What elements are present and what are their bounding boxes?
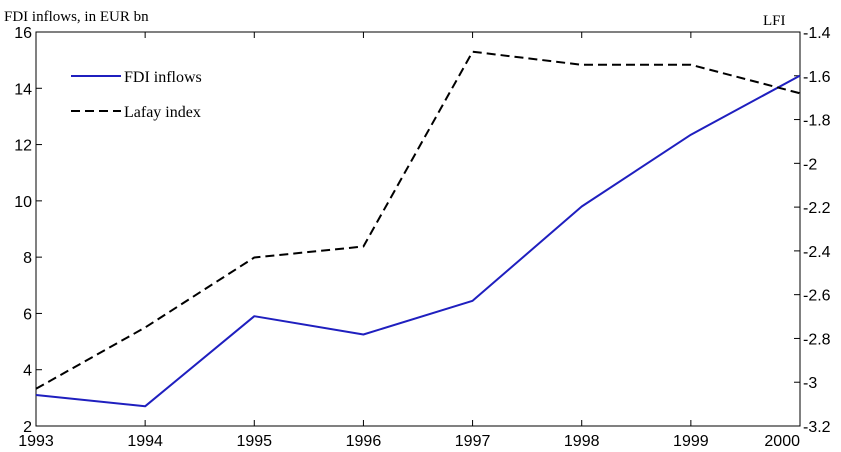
right-tick-label: -3.2 [803,419,831,436]
x-axis: 1993 1994 1995 1996 1997 1998 1999 2000 [18,32,801,450]
x-tick-label: 1994 [127,433,163,450]
legend: FDI inflows Lafay index [71,69,202,121]
left-tick-label: 14 [14,81,32,98]
right-tick-label: -1.8 [803,113,831,130]
left-tick-label: 2 [23,419,32,436]
right-tick-label: -2.2 [803,200,831,217]
right-tick-label: -1.6 [803,69,831,86]
left-tick-label: 12 [14,138,32,155]
x-tick-label: 1998 [564,433,600,450]
right-tick-label: -2.4 [803,244,831,261]
x-tick-label: 1999 [673,433,709,450]
left-axis-title: FDI inflows, in EUR bn [4,9,149,25]
right-tick-label: -1.4 [803,25,831,42]
right-tick-label: -3 [803,375,817,392]
left-tick-label: 6 [23,306,32,323]
x-tick-label: 1996 [346,433,382,450]
right-axis: -3.2 -3 -2.8 -2.6 -2.4 -2.2 -2 -1.8 -1.6 -1.4 [794,25,831,436]
series-line-lafay-index [35,50,801,390]
right-tick-label: -2 [803,156,817,173]
right-tick-label: -2.8 [803,331,831,348]
plot-frame [35,31,801,427]
legend-label-fdi-inflows: FDI inflows [124,69,202,86]
x-tick-label: 1997 [455,433,491,450]
left-tick-label: 10 [14,194,32,211]
left-tick-label: 8 [23,250,32,267]
left-tick-label: 4 [23,363,32,380]
right-tick-label: -2.6 [803,288,831,305]
right-axis-title: LFI [763,13,786,29]
x-tick-label: 1993 [18,433,54,450]
left-axis: 2 4 6 8 10 12 14 16 [14,25,42,436]
series-layer [35,50,801,408]
x-tick-label: 2000 [764,433,800,450]
legend-label-lafay-index: Lafay index [124,104,201,121]
series-line-fdi-inflows [35,74,801,408]
x-tick-label: 1995 [236,433,272,450]
left-tick-label: 16 [14,25,32,42]
